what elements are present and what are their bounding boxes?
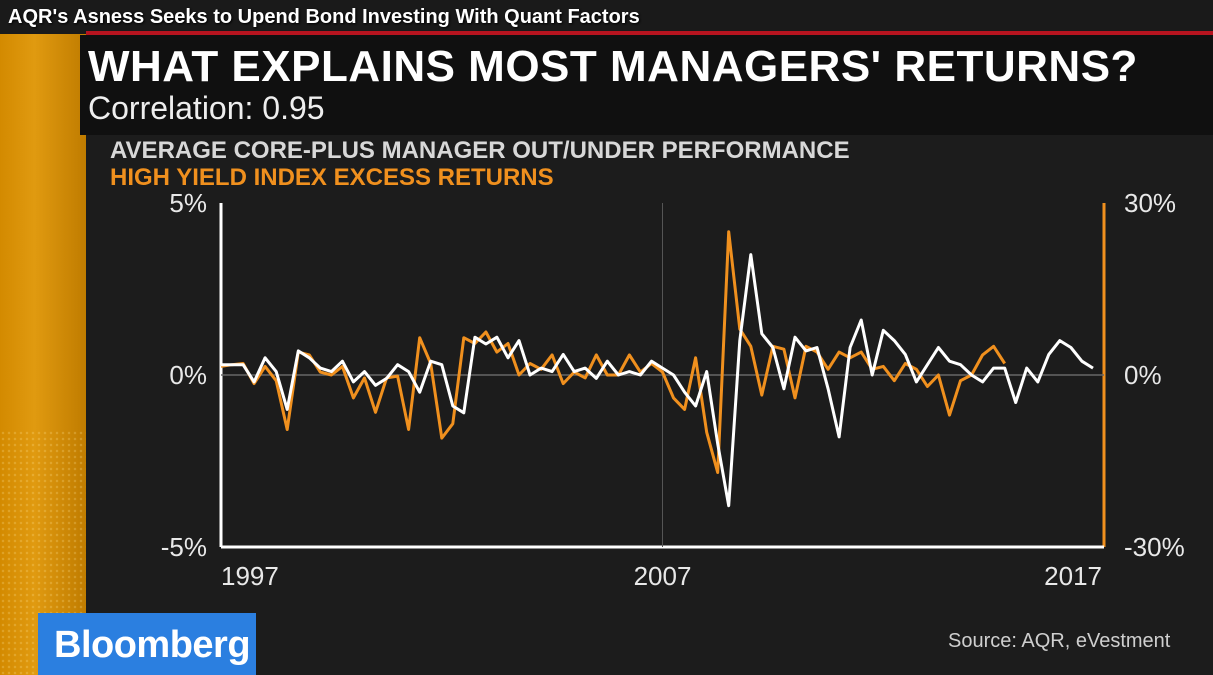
source-note: Source: AQR, eVestment — [948, 630, 1171, 652]
right-axis-tick-label: 30% — [1124, 188, 1176, 218]
left-axis-tick-label: -5% — [161, 532, 207, 562]
x-axis-tick-label: 2017 — [1044, 561, 1102, 591]
graphic-title: WHAT EXPLAINS MOST MANAGERS' RETURNS? — [88, 42, 1138, 91]
left-axis-tick-label: 5% — [169, 188, 207, 218]
graphic-background — [86, 34, 1213, 675]
core-plus-series-line — [221, 253, 1094, 508]
graphic-subtitle: Correlation: 0.95 — [88, 90, 325, 126]
header-accent-line — [86, 31, 1213, 35]
left-accent-bar — [0, 0, 86, 675]
right-axis-tick-label: 0% — [1124, 360, 1162, 390]
video-title: AQR's Asness Seeks to Upend Bond Investi… — [8, 6, 640, 28]
right-axis-tick-label: -30% — [1124, 532, 1185, 562]
left-axis-tick-label: 0% — [169, 360, 207, 390]
legend-core-plus: AVERAGE CORE-PLUS MANAGER OUT/UNDER PERF… — [110, 137, 850, 164]
header-band — [80, 35, 1213, 135]
bloomberg-logo-box — [38, 613, 256, 675]
high-yield-series-line — [220, 230, 1006, 474]
bloomberg-logo: Bloomberg — [54, 624, 251, 666]
x-axis-tick-label: 2007 — [634, 561, 692, 591]
x-axis-tick-label: 1997 — [221, 561, 279, 591]
video-title-bar — [0, 0, 1213, 34]
legend-high-yield: HIGH YIELD INDEX EXCESS RETURNS — [110, 164, 554, 191]
